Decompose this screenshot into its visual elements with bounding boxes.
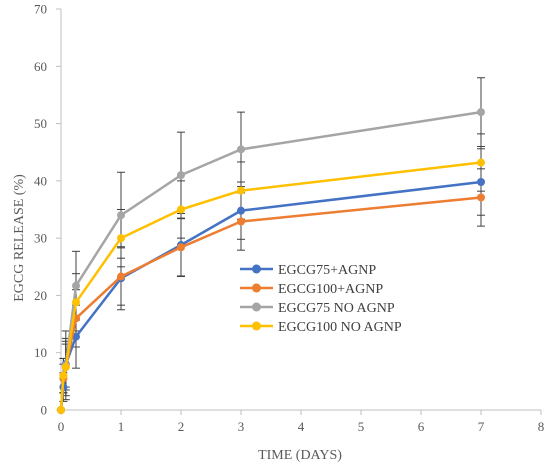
- x-tick-label: 8: [538, 419, 545, 434]
- data-point: [237, 145, 245, 154]
- y-tick-label: 50: [34, 116, 47, 131]
- data-point: [59, 371, 68, 380]
- legend-label: EGCG100 NO AGNP: [278, 320, 402, 335]
- data-point: [61, 363, 70, 372]
- data-point: [117, 234, 125, 243]
- data-point: [477, 178, 485, 187]
- x-tick-label: 0: [58, 419, 65, 434]
- legend-label: EGCG100+AGNP: [278, 282, 383, 297]
- legend-item: EGCG100+AGNP: [240, 282, 383, 297]
- legend-item: EGCG100 NO AGNP: [240, 320, 402, 335]
- y-tick-label: 10: [34, 345, 47, 360]
- y-tick-label: 40: [34, 173, 47, 188]
- x-tick-label: 4: [298, 419, 305, 434]
- data-point: [72, 298, 80, 307]
- data-point: [477, 108, 485, 117]
- y-tick-label: 70: [34, 2, 47, 17]
- data-point: [57, 406, 65, 414]
- series-line: [59, 196, 482, 411]
- series-layer: [57, 108, 485, 414]
- data-point: [237, 217, 245, 226]
- legend-label: EGCG75 NO AGNP: [278, 301, 395, 316]
- legend-marker: [252, 283, 261, 293]
- legend-marker: [252, 321, 261, 331]
- data-point: [237, 206, 245, 215]
- data-point: [72, 332, 80, 341]
- data-point: [237, 186, 245, 195]
- x-tick-label: 1: [118, 419, 125, 434]
- data-point: [72, 281, 80, 290]
- x-tick-label: 6: [418, 419, 425, 434]
- x-tick-label: 3: [238, 419, 245, 434]
- series-line: [59, 161, 482, 411]
- x-axis-title: TIME (DAYS): [258, 448, 342, 463]
- legend: EGCG75+AGNP EGCG100+AGNP EGCG75 NO AGNP EGC…: [240, 263, 402, 335]
- data-point: [177, 205, 185, 214]
- y-tick-label: 60: [34, 59, 47, 74]
- data-point: [177, 171, 185, 180]
- axes-layer: 0 1 2 3 4 5 6 7 8 0 10 20 30 40 50 60 70: [34, 2, 544, 435]
- data-point: [117, 272, 125, 281]
- legend-item: EGCG75+AGNP: [240, 263, 376, 278]
- legend-marker: [252, 302, 261, 312]
- x-tick-label: 5: [358, 419, 365, 434]
- data-point: [477, 193, 485, 202]
- x-tick-label: 7: [478, 419, 485, 434]
- y-axis-title: EGCG RELEASE (%): [12, 174, 27, 302]
- y-tick-label: 30: [34, 231, 47, 246]
- y-tick-label: 20: [34, 288, 47, 303]
- y-tick-label: 0: [41, 403, 48, 418]
- legend-label: EGCG75+AGNP: [278, 263, 376, 278]
- series-line: [59, 110, 482, 411]
- series-4: [57, 158, 485, 414]
- data-point: [117, 211, 125, 220]
- data-point: [477, 158, 485, 167]
- legend-marker: [252, 264, 261, 274]
- data-point: [177, 243, 185, 252]
- x-tick-label: 2: [178, 419, 185, 434]
- legend-item: EGCG75 NO AGNP: [240, 301, 395, 316]
